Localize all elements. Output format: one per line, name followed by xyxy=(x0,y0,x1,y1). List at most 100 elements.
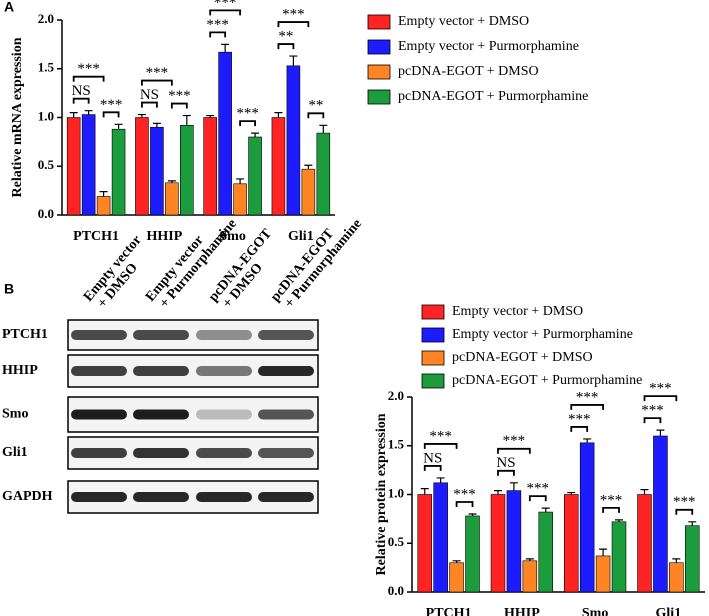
error-bar xyxy=(599,548,608,556)
error-bar xyxy=(289,55,298,66)
significance-bracket xyxy=(277,21,310,28)
significance-bracket xyxy=(643,417,662,424)
significance-bracket xyxy=(170,102,188,109)
y-tick-label: 0.5 xyxy=(388,534,405,549)
bar xyxy=(165,182,179,216)
blot-band xyxy=(133,492,189,502)
significance-label: *** xyxy=(77,61,100,77)
significance-label: *** xyxy=(206,17,229,33)
bar xyxy=(271,117,286,216)
blot-band xyxy=(196,330,252,340)
legend-label: Empty vector + Purmorphamine xyxy=(398,39,579,54)
blot-row-label: GAPDH xyxy=(2,489,53,504)
significance-label: ** xyxy=(308,98,323,114)
blot-band xyxy=(196,492,252,502)
bar xyxy=(669,562,684,593)
blot-band xyxy=(133,366,189,376)
y-tick-label: 1.0 xyxy=(388,485,404,500)
bar xyxy=(248,136,262,216)
error-bar xyxy=(541,507,550,513)
significance-label: NS xyxy=(423,450,442,466)
significance-bracket xyxy=(570,426,589,432)
blot-band xyxy=(71,330,127,340)
bar xyxy=(538,511,554,593)
bar xyxy=(316,132,331,216)
error-bar xyxy=(672,558,681,563)
bar xyxy=(66,117,81,216)
bar xyxy=(111,128,126,216)
bar xyxy=(81,114,96,216)
significance-bracket xyxy=(102,111,120,118)
error-bar xyxy=(509,482,518,491)
significance-label: *** xyxy=(146,65,169,81)
bar xyxy=(506,490,522,593)
legend-label: pcDNA-EGOT + DMSO xyxy=(452,350,593,365)
bar xyxy=(286,65,301,216)
significance-bracket xyxy=(209,9,242,16)
x-tick-label: Smo xyxy=(219,229,245,244)
significance-bracket xyxy=(209,31,227,38)
bar xyxy=(611,521,627,593)
error-bar xyxy=(468,513,477,516)
significance-label: *** xyxy=(429,428,452,444)
legend-label: Empty vector + Purmorphamine xyxy=(452,327,633,342)
significance-label: NS xyxy=(72,83,91,99)
significance-bracket xyxy=(307,112,325,119)
x-tick-label: Gli1 xyxy=(656,606,682,616)
y-tick-label: 2.0 xyxy=(38,11,54,26)
error-bar xyxy=(640,489,649,495)
significance-label: *** xyxy=(168,88,191,104)
error-bar xyxy=(206,114,215,118)
error-bar xyxy=(114,123,123,130)
blot-band xyxy=(133,409,189,420)
bar xyxy=(579,442,595,593)
bar xyxy=(449,562,464,593)
bar xyxy=(563,494,579,593)
legend-swatch xyxy=(421,373,445,389)
legend-swatch xyxy=(367,39,391,55)
error-bar xyxy=(99,191,108,197)
error-bar xyxy=(221,43,230,53)
error-bar xyxy=(236,178,245,184)
significance-label: *** xyxy=(673,494,696,510)
x-tick-label: PTCH1 xyxy=(73,229,119,244)
error-bar xyxy=(137,113,146,118)
significance-label: NS xyxy=(140,87,159,103)
significance-label: *** xyxy=(503,433,526,449)
bar xyxy=(233,183,247,216)
bar xyxy=(522,560,538,593)
significance-bracket xyxy=(528,495,547,502)
panel-label: B xyxy=(4,281,14,297)
bar xyxy=(96,196,111,216)
error-bar xyxy=(567,491,576,495)
significance-label: *** xyxy=(568,411,591,427)
x-tick-label: HHIP xyxy=(504,606,540,616)
bar xyxy=(465,515,480,593)
bar xyxy=(433,482,448,593)
blot-band xyxy=(258,448,314,458)
legend-swatch xyxy=(367,64,391,80)
significance-label: ** xyxy=(278,29,293,45)
blot-band xyxy=(196,409,252,420)
bar xyxy=(203,117,217,216)
blot-row-label: HHIP xyxy=(2,363,38,378)
significance-bracket xyxy=(497,469,515,476)
error-bar xyxy=(84,110,93,115)
significance-label: *** xyxy=(527,481,550,497)
error-bar xyxy=(304,164,313,170)
y-axis-label: Relative mRNA expression xyxy=(10,37,25,197)
error-bar xyxy=(319,124,328,134)
blot-band xyxy=(196,366,252,376)
error-bar xyxy=(525,558,534,561)
x-tick-label: HHIP xyxy=(146,229,182,244)
blot-band xyxy=(258,409,314,420)
x-tick-label: PTCH1 xyxy=(426,606,472,616)
y-axis-label: Relative protein expression xyxy=(374,413,389,575)
lane-header: Empty vector+ DMSO xyxy=(81,233,145,311)
significance-bracket xyxy=(141,79,173,86)
bar xyxy=(180,125,194,216)
bar xyxy=(684,525,700,593)
error-bar xyxy=(274,112,283,118)
y-tick-label: 0.5 xyxy=(38,157,55,172)
significance-label: *** xyxy=(576,389,599,405)
